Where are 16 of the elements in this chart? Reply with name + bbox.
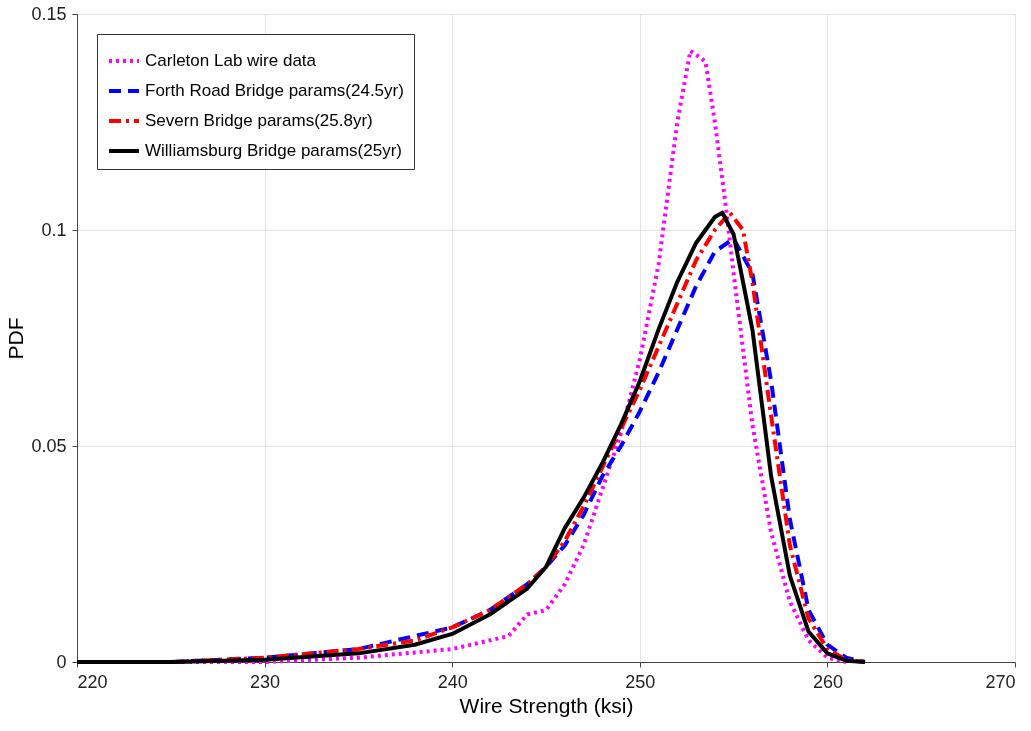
- legend-label: Severn Bridge params(25.8yr): [145, 111, 373, 130]
- x-tick-label: 240: [437, 671, 468, 692]
- legend-label: Forth Road Bridge params(24.5yr): [145, 81, 404, 100]
- x-tick-label: 230: [250, 671, 281, 692]
- y-tick-label: 0: [56, 651, 67, 672]
- x-tick-label: 250: [625, 671, 656, 692]
- y-axis-title: PDF: [4, 317, 28, 360]
- x-axis-title: Wire Strength (ksi): [459, 693, 634, 717]
- y-tick-label: 0.05: [31, 435, 67, 456]
- y-tick-label: 0.15: [31, 3, 67, 24]
- x-tick-label: 220: [77, 671, 108, 692]
- y-tick-label: 0.1: [41, 219, 67, 240]
- x-tick-label: 270: [985, 671, 1016, 692]
- x-tick-label: 260: [812, 671, 843, 692]
- legend-label: Williamsburg Bridge params(25yr): [145, 141, 402, 160]
- legend-label: Carleton Lab wire data: [145, 51, 317, 70]
